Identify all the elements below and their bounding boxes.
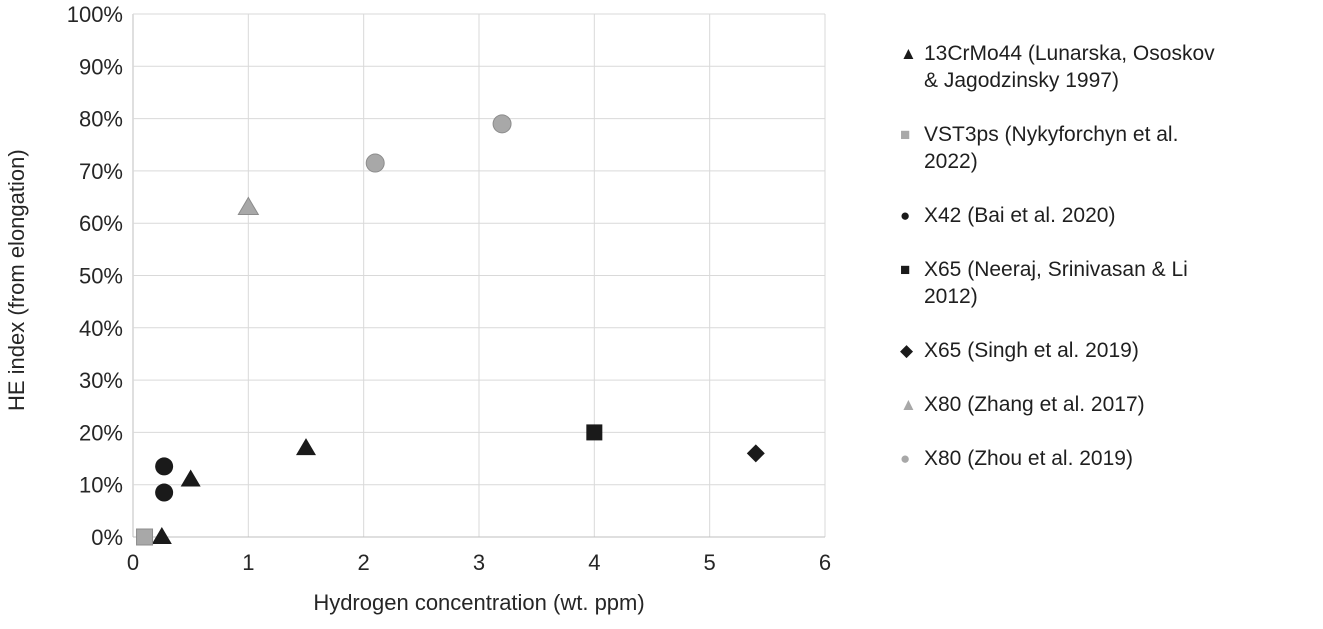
plot-area: 0% 10% 20% 30% 40% 50% 60% 70% 80% 90% 100% 0 1 2 3 4 5 6 — [67, 2, 831, 575]
legend-item: ■ X65 (Neeraj, Srinivasan & Li 2012) — [900, 256, 1300, 310]
y-tick-label: 30% — [79, 368, 123, 393]
data-point-square — [586, 424, 603, 441]
y-tick-label: 50% — [79, 264, 123, 289]
circle-marker-icon: ● — [900, 206, 911, 225]
data-point-circle — [155, 483, 174, 502]
x-tick-label: 1 — [242, 550, 254, 575]
y-tick-label: 10% — [79, 473, 123, 498]
data-point-triangle — [151, 527, 172, 544]
data-point-triangle — [296, 438, 316, 456]
square-marker-icon: ■ — [900, 260, 911, 279]
data-point-triangle — [237, 196, 260, 216]
legend-item: ● X80 (Zhou et al. 2019) — [900, 445, 1300, 472]
diamond-marker-icon: ◆ — [900, 341, 914, 360]
y-tick-label: 60% — [79, 211, 123, 236]
legend-label: VST3ps (Nykyforchyn et al. 2022) — [924, 123, 1179, 173]
legend-label: X42 (Bai et al. 2020) — [924, 204, 1116, 227]
x-tick-label: 6 — [819, 550, 831, 575]
x-axis-title: Hydrogen concentration (wt. ppm) — [313, 590, 645, 615]
circle-marker-icon: ● — [900, 449, 911, 468]
y-tick-label: 80% — [79, 107, 123, 132]
x-tick-label: 2 — [358, 550, 370, 575]
y-tick-label: 0% — [91, 525, 123, 550]
triangle-marker-icon: ▲ — [900, 395, 917, 414]
legend-label: X80 (Zhang et al. 2017) — [924, 393, 1145, 416]
data-point-square — [136, 528, 154, 546]
legend-label: X65 (Neeraj, Srinivasan & Li 2012) — [924, 258, 1188, 308]
x-tick-label: 3 — [473, 550, 485, 575]
x-tick-label: 5 — [704, 550, 716, 575]
x-tick-label: 4 — [588, 550, 600, 575]
y-tick-label: 90% — [79, 54, 123, 79]
triangle-marker-icon: ▲ — [900, 44, 917, 63]
legend-item: ◆ X65 (Singh et al. 2019) — [900, 337, 1300, 364]
data-point-circle — [492, 114, 512, 134]
legend-label: X65 (Singh et al. 2019) — [924, 339, 1139, 362]
legend-label: X80 (Zhou et al. 2019) — [924, 447, 1133, 470]
data-point-circle — [155, 457, 174, 476]
x-tick-label: 0 — [127, 550, 139, 575]
y-tick-label: 70% — [79, 159, 123, 184]
square-marker-icon: ■ — [900, 125, 911, 144]
y-tick-label: 20% — [79, 420, 123, 445]
legend-item: ■ VST3ps (Nykyforchyn et al. 2022) — [900, 121, 1300, 175]
legend: ▲ 13CrMo44 (Lunarska, Ososkov & Jagodzins… — [900, 40, 1300, 472]
y-tick-label: 40% — [79, 316, 123, 341]
data-point-diamond — [746, 444, 765, 463]
legend-label: 13CrMo44 (Lunarska, Ososkov & Jagodzinsk… — [924, 42, 1215, 92]
legend-item: ▲ 13CrMo44 (Lunarska, Ososkov & Jagodzins… — [900, 40, 1300, 94]
y-tick-label: 100% — [67, 2, 123, 27]
legend-item: ● X42 (Bai et al. 2020) — [900, 202, 1300, 229]
legend-item: ▲ X80 (Zhang et al. 2017) — [900, 391, 1300, 418]
data-point-triangle — [180, 469, 201, 487]
data-point-circle — [365, 153, 385, 173]
